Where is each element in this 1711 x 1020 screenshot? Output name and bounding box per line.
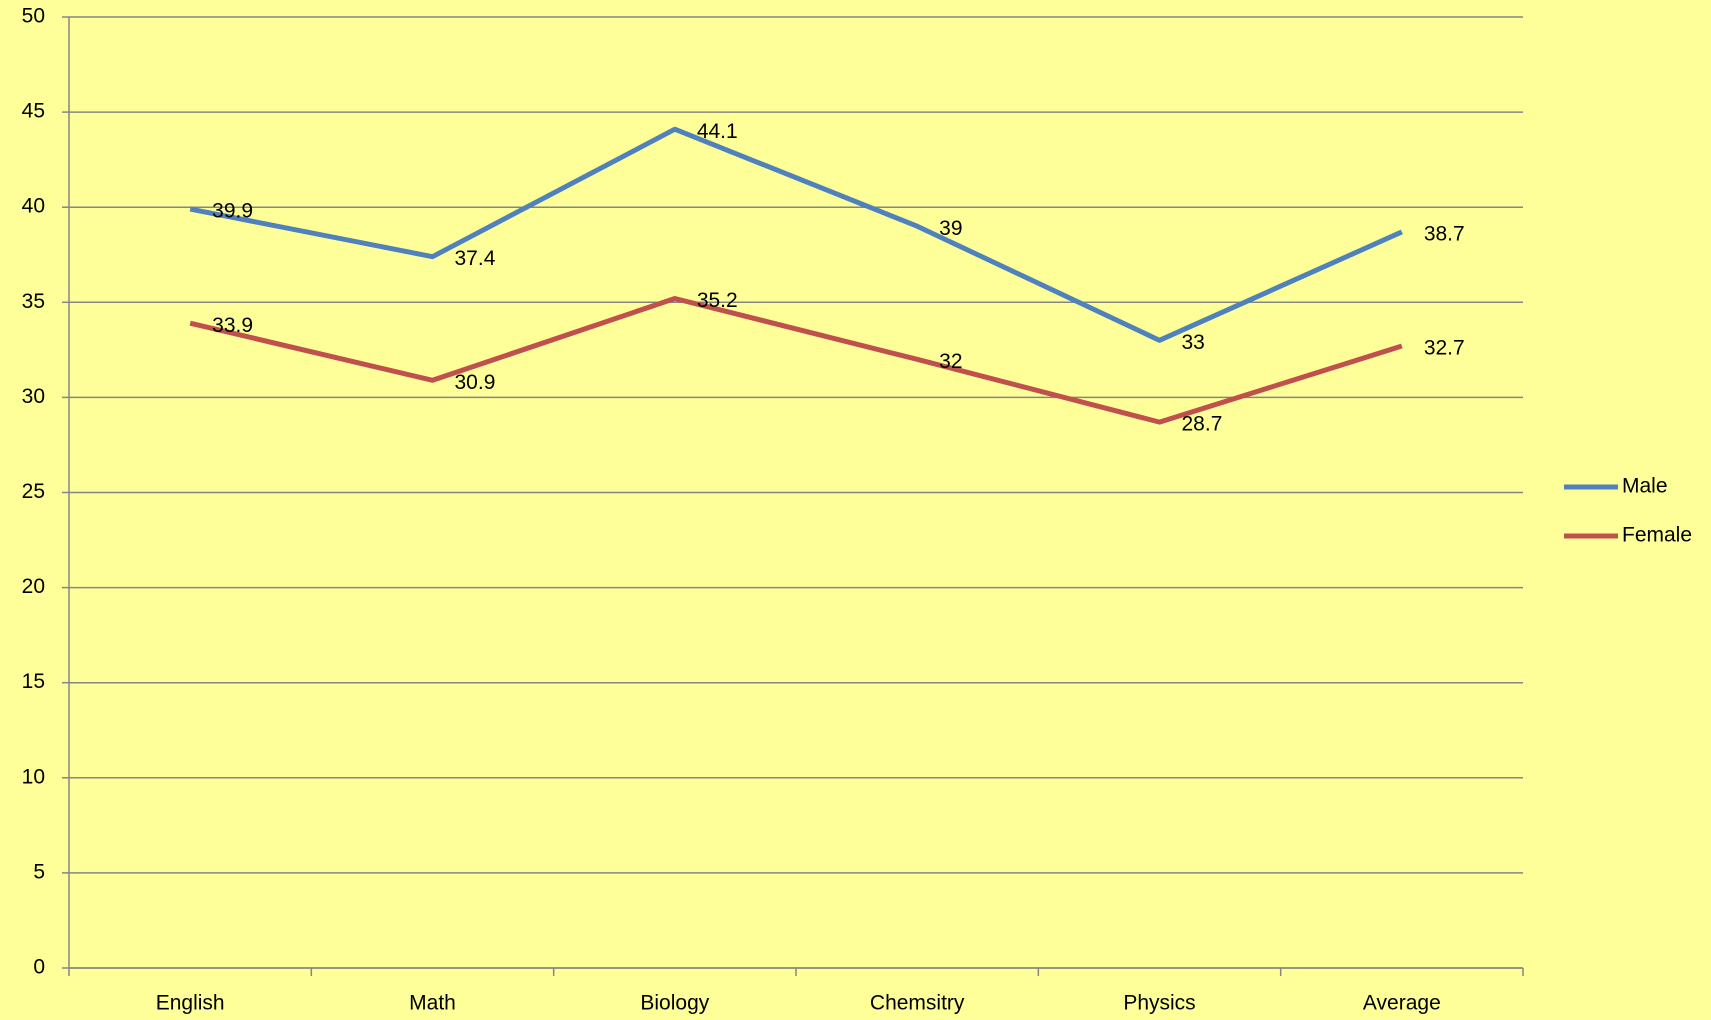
x-tick-label: Physics — [1123, 992, 1195, 1015]
data-label: 32.7 — [1424, 337, 1465, 360]
series-line — [189, 126, 1403, 343]
data-label: 39 — [939, 217, 962, 240]
y-tick-label: 25 — [22, 480, 45, 503]
legend-label: Male — [1622, 475, 1668, 498]
y-tick-label: 20 — [22, 575, 45, 598]
data-label: 35.2 — [697, 289, 738, 312]
legend-label: Female — [1622, 524, 1692, 547]
data-label: 28.7 — [1182, 413, 1223, 436]
series-line — [189, 295, 1403, 425]
y-tick-label: 35 — [22, 290, 45, 313]
data-label: 44.1 — [697, 120, 738, 143]
y-tick-label: 0 — [33, 956, 45, 979]
data-label: 37.4 — [455, 247, 496, 270]
data-label: 33.9 — [212, 314, 253, 337]
x-tick-label: Chemsitry — [870, 992, 965, 1015]
x-tick-label: Math — [409, 992, 456, 1015]
data-label: 32 — [939, 350, 962, 373]
x-tick-label: Biology — [640, 992, 709, 1015]
x-tick-label: Average — [1363, 992, 1441, 1015]
data-label: 30.9 — [455, 371, 496, 394]
x-tick-label: English — [156, 992, 225, 1015]
data-label: 33 — [1182, 331, 1205, 354]
y-tick-label: 15 — [22, 670, 45, 693]
y-tick-label: 40 — [22, 195, 45, 218]
y-tick-label: 10 — [22, 765, 45, 788]
y-tick-label: 30 — [22, 385, 45, 408]
data-label: 38.7 — [1424, 222, 1465, 245]
y-tick-label: 5 — [33, 860, 45, 883]
data-label: 39.9 — [212, 200, 253, 223]
y-tick-label: 45 — [22, 100, 45, 123]
y-tick-label: 50 — [22, 5, 45, 28]
